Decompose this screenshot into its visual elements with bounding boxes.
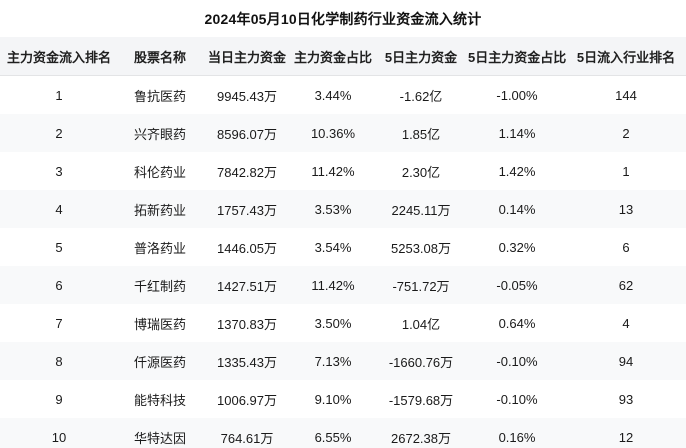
table-cell: 1 [55, 87, 63, 103]
table-cell: 科伦药业 [133, 164, 186, 180]
header-row: 主力资金流入排名 股票名称 当日主力资金 主力资金占比 5日主力资金 5日主力资金占比 5日… [0, 37, 686, 76]
table-cell: 764.61万 [220, 430, 274, 446]
table-header: 主力资金流入排名 股票名称 当日主力资金 主力资金占比 5日主力资金 5日主力资金占比 5日… [0, 37, 686, 76]
table-cell: 仟源医药 [133, 354, 186, 370]
table-cell: 9 [55, 391, 63, 407]
table-cell: 1 [622, 163, 630, 179]
page-title: 2024年05月10日化学制药行业资金流入统计 [204, 10, 482, 27]
table-cell: 8596.07万 [217, 126, 277, 142]
table-cell: -1660.76万 [388, 354, 454, 370]
table-cell: 144 [615, 87, 637, 103]
table-cell: 华特达因 [133, 430, 186, 446]
table-cell: 11.42% [311, 163, 355, 179]
table-cell: 5253.08万 [391, 240, 451, 256]
table-cell: 93 [618, 391, 634, 407]
table-cell: 0.32% [498, 239, 536, 255]
table-cell: 7 [55, 315, 63, 331]
table-cell: 2245.11万 [391, 202, 451, 218]
table-cell: 6.55% [314, 429, 352, 445]
table-cell: 1757.43万 [217, 202, 277, 218]
table-cell: 2 [55, 125, 63, 141]
table-cell: 3.50% [314, 315, 352, 331]
column-header: 5日流入行业排名 [566, 37, 686, 76]
table-row: 4 拓新药业 1757.43万 3.53% 2245.11万 0.14% 13 [0, 190, 686, 228]
table-cell: 4 [55, 201, 63, 217]
table-cell: 1446.05万 [217, 240, 277, 256]
column-header: 主力资金占比 [292, 37, 374, 76]
table-row: 9 能特科技 1006.97万 9.10% -1579.68万 -0.10% 93 [0, 380, 686, 418]
table-cell: 博瑞医药 [133, 316, 186, 332]
table-cell: 4 [622, 315, 630, 331]
table-cell: 3.44% [314, 87, 352, 103]
table-cell: -0.10% [496, 391, 538, 407]
table-row: 2 兴齐眼药 8596.07万 10.36% 1.85亿 1.14% 2 [0, 114, 686, 152]
column-header: 5日主力资金占比 [468, 37, 566, 76]
table-cell: 3.54% [314, 239, 352, 255]
table-cell: 1335.43万 [217, 354, 277, 370]
table-cell: 94 [618, 353, 634, 369]
table-cell: 千红制药 [133, 278, 186, 294]
table-cell: 6 [55, 277, 63, 293]
table-cell: 11.42% [311, 277, 355, 293]
table-cell: 1370.83万 [217, 316, 277, 332]
table-cell: 鲁抗医药 [133, 88, 186, 104]
table-row: 3 科伦药业 7842.82万 11.42% 2.30亿 1.42% 1 [0, 152, 686, 190]
table-cell: 2 [622, 125, 630, 141]
table-row: 6 千红制药 1427.51万 11.42% -751.72万 -0.05% 62 [0, 266, 686, 304]
table-row: 8 仟源医药 1335.43万 7.13% -1660.76万 -0.10% 94 [0, 342, 686, 380]
table-cell: 1.14% [498, 125, 536, 141]
table-cell: 8 [55, 353, 63, 369]
table-cell: 1.42% [498, 163, 536, 179]
table-cell: 5 [55, 239, 63, 255]
column-header: 当日主力资金 [202, 37, 292, 76]
table-cell: 9.10% [314, 391, 352, 407]
table-cell: 12 [618, 429, 634, 445]
table-cell: -1579.68万 [388, 392, 454, 408]
table-cell: 3.53% [314, 201, 352, 217]
table-cell: 6 [622, 239, 630, 255]
table-cell: 3 [55, 163, 63, 179]
table-cell: -1.00% [496, 87, 538, 103]
table-cell: 13 [618, 201, 634, 217]
table-row: 5 普洛药业 1446.05万 3.54% 5253.08万 0.32% 6 [0, 228, 686, 266]
table-cell: 兴齐眼药 [133, 126, 186, 142]
column-header: 股票名称 [118, 37, 202, 76]
table-body: 1 鲁抗医药 9945.43万 3.44% -1.62亿 -1.00% 144 2 兴齐眼药 85… [0, 76, 686, 448]
table-cell: 0.64% [498, 315, 536, 331]
table-cell: 1.85亿 [401, 126, 441, 142]
table-cell: 2672.38万 [391, 430, 451, 446]
table-cell: 7.13% [314, 353, 352, 369]
table-cell: 1427.51万 [217, 278, 277, 294]
table-cell: 拓新药业 [133, 202, 186, 218]
table-cell: -1.62亿 [399, 88, 443, 104]
table-row: 10 华特达因 764.61万 6.55% 2672.38万 0.16% 12 [0, 418, 686, 448]
table-cell: 0.16% [498, 429, 536, 445]
table-cell: 10.36% [310, 125, 356, 141]
table-cell: -751.72万 [392, 278, 450, 294]
table-cell: 能特科技 [133, 392, 186, 408]
table-cell: 1.04亿 [401, 316, 441, 332]
table-row: 7 博瑞医药 1370.83万 3.50% 1.04亿 0.64% 4 [0, 304, 686, 342]
table-cell: -0.05% [496, 277, 538, 293]
table-cell: 10 [51, 429, 67, 445]
table-row: 1 鲁抗医药 9945.43万 3.44% -1.62亿 -1.00% 144 [0, 76, 686, 115]
column-header: 主力资金流入排名 [0, 37, 118, 76]
table-cell: 7842.82万 [217, 164, 277, 180]
column-header: 5日主力资金 [374, 37, 468, 76]
table-cell: 普洛药业 [133, 240, 186, 256]
table-cell: 1006.97万 [217, 392, 277, 408]
table-cell: 9945.43万 [217, 88, 277, 104]
table-cell: 0.14% [498, 201, 536, 217]
table-cell: -0.10% [496, 353, 538, 369]
table-cell: 62 [618, 277, 634, 293]
table-cell: 2.30亿 [401, 164, 441, 180]
fund-flow-table: 主力资金流入排名 股票名称 当日主力资金 主力资金占比 5日主力资金 5日主力资金占比 5日… [0, 37, 686, 448]
